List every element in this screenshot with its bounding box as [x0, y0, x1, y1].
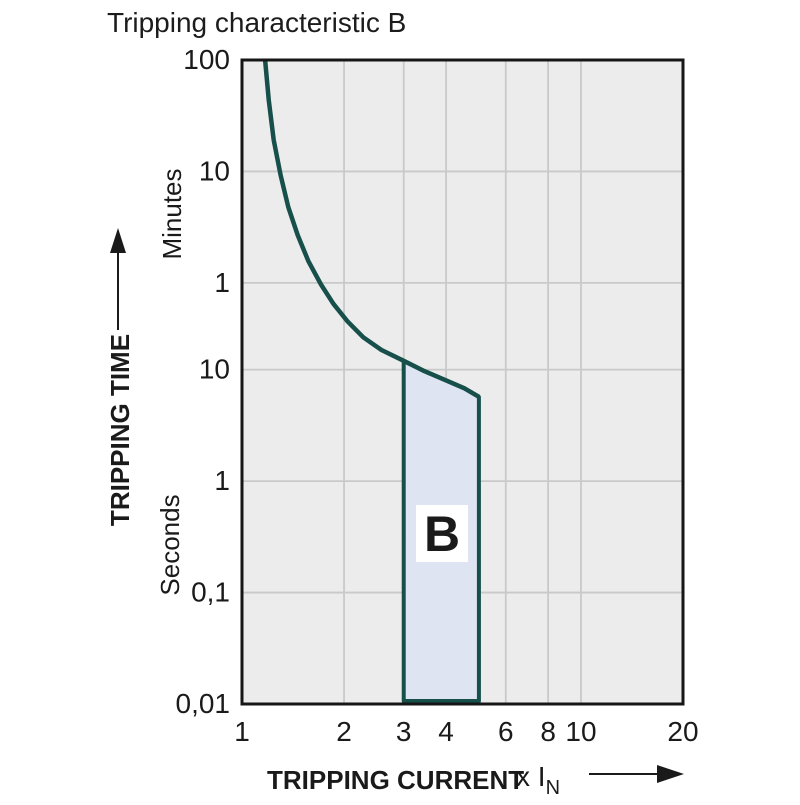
y-tick-label: 1: [214, 465, 230, 496]
y-unit-seconds-label: Seconds: [155, 494, 185, 595]
tripping-limit-curve: [262, 59, 481, 399]
x-tick-labels-group: 1 2 3 4 6 8 10 20: [234, 716, 698, 747]
x-axis-unit-subscript: N: [546, 777, 560, 799]
x-tick-label: 2: [336, 716, 352, 747]
x-tick-label: 6: [498, 716, 514, 747]
y-tick-label: 1: [214, 267, 230, 298]
x-axis-title: TRIPPING CURRENT: [267, 765, 524, 795]
x-tick-label: 20: [667, 716, 698, 747]
band-label: B: [424, 506, 460, 562]
x-axis-arrow-icon: [589, 765, 684, 783]
x-axis-unit-prefix: x I: [516, 761, 546, 792]
y-axis-arrow-icon: [110, 228, 126, 330]
x-tick-label: 4: [438, 716, 454, 747]
x-tick-label: 1: [234, 716, 250, 747]
chart-title: Tripping characteristic B: [107, 7, 407, 38]
y-tick-label: 0,01: [176, 688, 231, 719]
x-tick-label: 10: [565, 716, 596, 747]
y-tick-label: 0,1: [191, 577, 230, 608]
y-unit-minutes-label: Minutes: [157, 168, 187, 259]
x-tick-label: 3: [396, 716, 412, 747]
y-axis-title: TRIPPING TIME: [105, 334, 135, 526]
plot-border: [240, 58, 685, 706]
y-tick-label: 10: [199, 354, 230, 385]
x-tick-label: 8: [540, 716, 556, 747]
y-tick-label: 10: [199, 155, 230, 186]
plot-border-group: [240, 58, 685, 706]
band-label-box: [416, 505, 468, 562]
gridlines-group: [242, 60, 683, 704]
x-axis-unit: x IN: [516, 761, 560, 799]
y-tick-labels-group: 100 10 1 10 1 0,1 0,01: [176, 44, 231, 719]
curve-group: [262, 59, 481, 399]
y-tick-label: 100: [183, 44, 230, 75]
